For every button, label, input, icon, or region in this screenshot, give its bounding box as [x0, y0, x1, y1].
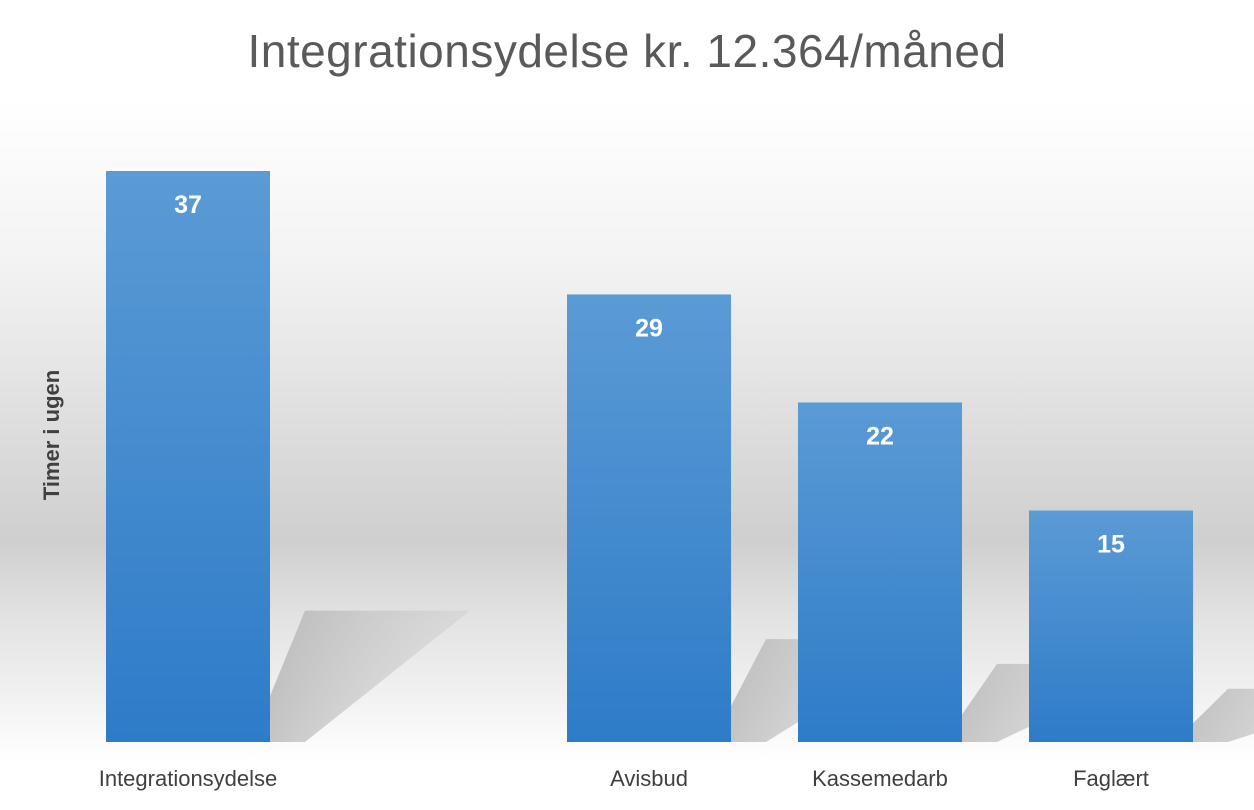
category-label: Avisbud — [610, 766, 688, 791]
category-label: Integrationsydelse — [99, 766, 278, 791]
bar-value-label: 29 — [635, 314, 663, 342]
bar-value-label: 37 — [174, 191, 202, 219]
bar-shadow — [1193, 688, 1254, 742]
bar-faglært — [1029, 510, 1193, 742]
category-label: Kassemedarb — [812, 766, 948, 791]
bar-avisbud — [567, 294, 731, 742]
bar-value-label: 22 — [866, 422, 894, 450]
bar-kassemedarb — [798, 402, 962, 742]
bar-shadow — [270, 610, 470, 742]
category-label: Faglært — [1073, 766, 1149, 791]
chart-title: Integrationsydelse kr. 12.364/måned — [247, 25, 1007, 77]
bar-value-label: 15 — [1097, 531, 1125, 559]
bar-integrationsydelse — [106, 171, 270, 742]
